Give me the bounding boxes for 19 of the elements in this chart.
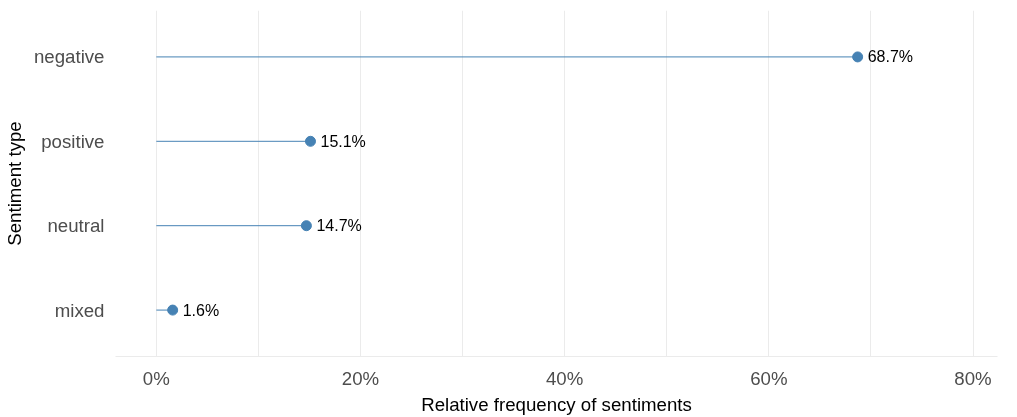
data-label: 14.7%	[316, 217, 362, 235]
data-label: 1.6%	[182, 301, 220, 319]
y-tick-label: positive	[41, 130, 105, 152]
x-axis-title: Relative frequency of sentiments	[421, 393, 692, 415]
point	[167, 304, 179, 316]
y-tick-label: mixed	[54, 299, 105, 321]
x-tick-label: 20%	[341, 367, 380, 389]
x-tick-label: 80%	[954, 367, 992, 389]
x-tick-label: 40%	[546, 367, 584, 389]
point	[852, 51, 864, 63]
data-label: 68.7%	[867, 48, 914, 66]
x-tick-label: 60%	[750, 367, 788, 389]
y-tick-label: negative	[33, 46, 105, 68]
y-axis-title: Sentiment type	[3, 121, 25, 246]
data-label: 15.1%	[320, 132, 366, 150]
x-tick-label: 0%	[142, 367, 170, 389]
point	[300, 220, 312, 232]
point	[304, 135, 316, 147]
y-tick-label: neutral	[47, 215, 105, 237]
